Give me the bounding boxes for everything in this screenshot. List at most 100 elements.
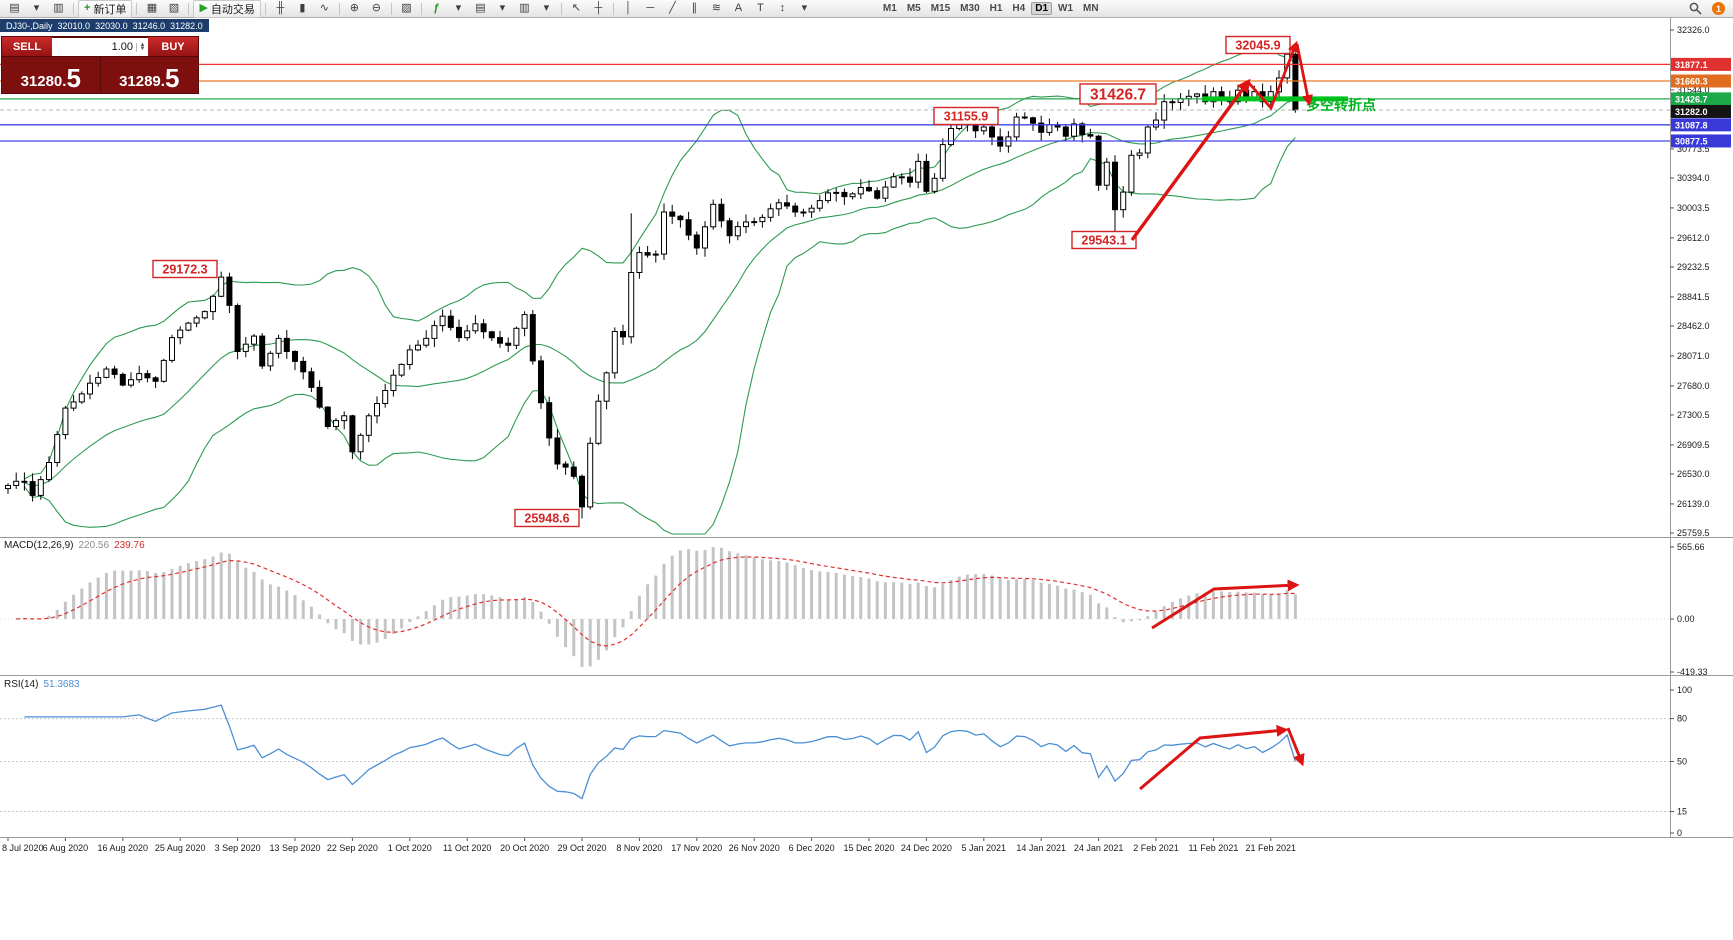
text-icon[interactable]: A [734,2,743,14]
zoom-in-icon[interactable]: ⊕ [349,2,360,14]
buy-button[interactable]: BUY [148,37,198,56]
svg-text:30003.5: 30003.5 [1677,203,1710,213]
sell-price-pip: 5 [66,62,81,93]
macd-signal-value: 239.76 [114,540,145,551]
ohlc-open: 32010.0 [57,20,91,31]
notification-badge[interactable]: 1 [1712,2,1725,15]
price-label-boxes[interactable]: 29172.3 25948.6 31155.9 31426.7 29543.1 32045… [152,35,1291,528]
timeframe-mn[interactable]: MN [1083,3,1099,14]
svg-text:565.66: 565.66 [1677,542,1705,552]
horizontal-line-icon[interactable]: ─ [646,2,655,14]
timeframe-d1[interactable]: D1 [1031,2,1053,15]
timeframe-h4[interactable]: H4 [1012,3,1026,14]
indicators-icon[interactable]: ƒ [433,2,440,14]
timeframe-m1[interactable]: M1 [882,3,897,14]
svg-text:24 Jan 2021: 24 Jan 2021 [1074,843,1124,853]
candlestick-chart-icon[interactable]: ▮ [299,2,306,14]
chart-title: DJ30-,Daily 32010.0 32030.0 31246.0 3128… [0,19,209,32]
rsi-value: 51.3683 [43,679,80,690]
bollinger-bands [23,47,1296,535]
svg-text:31660.3: 31660.3 [1675,76,1708,86]
templates-dropdown-icon[interactable]: ▾ [543,2,550,14]
macd-name: MACD(12,26,9) [4,540,74,551]
svg-text:27300.5: 27300.5 [1677,410,1710,420]
svg-text:0.00: 0.00 [1677,614,1695,624]
support-resistance-lines[interactable] [0,63,1670,142]
rsi-drop-arrow [1286,727,1305,767]
svg-text:15 Dec 2020: 15 Dec 2020 [843,843,894,853]
rsi-panel [0,704,1670,812]
line-chart-icon[interactable]: ∿ [319,2,330,14]
toolbar-separator [338,2,340,15]
timeframe-group: M1 M5 M15 M30 H1 H4 D1 W1 MN [879,2,1103,15]
toolbar-separator [188,2,190,15]
volume-increase-icon[interactable]: ▲ [139,41,146,48]
price-tags: 31877.1 31660.3 31426.7 31087.8 30877.5 31282… [1671,57,1731,148]
text-label-icon[interactable]: T [757,2,764,14]
volume-value[interactable]: 1.00 [111,41,133,53]
svg-text:29232.5: 29232.5 [1677,262,1710,272]
ohlc-low: 31246.0 [132,20,166,31]
svg-text:13 Sep 2020: 13 Sep 2020 [269,843,320,853]
price-divider [99,57,101,93]
svg-text:8 Nov 2020: 8 Nov 2020 [616,843,662,853]
svg-text:80: 80 [1677,714,1687,724]
svg-text:11 Feb 2021: 11 Feb 2021 [1188,843,1238,853]
fibonacci-icon[interactable]: ≋ [711,2,722,14]
svg-text:17 Nov 2020: 17 Nov 2020 [671,843,722,853]
timeframe-w1[interactable]: W1 [1058,3,1074,14]
tile-windows-icon[interactable]: ▨ [401,2,412,14]
volume-decrease-icon[interactable]: ▼ [139,46,146,52]
toolbar-separator [136,2,138,15]
symbol-period-label: DJ30-,Daily [6,20,53,31]
zoom-out-icon[interactable]: ⊖ [371,2,382,14]
new-order-button[interactable]: + 新订单 [78,0,133,18]
svg-text:3 Sep 2020: 3 Sep 2020 [215,843,261,853]
timeframe-m30[interactable]: M30 [960,3,980,14]
svg-text:25759.5: 25759.5 [1677,528,1710,538]
timeframe-m5[interactable]: M5 [906,3,921,14]
timeframe-m15[interactable]: M15 [930,3,951,14]
indicators-dropdown-icon[interactable]: ▾ [455,2,462,14]
price-axis: 32326.0 31544.0 30773.5 30394.0 30003.5 29612… [1670,25,1710,538]
volume-input[interactable]: 1.00 ▲ ▼ [52,37,148,56]
svg-text:6 Aug 2020: 6 Aug 2020 [43,843,89,853]
svg-text:31877.1: 31877.1 [1675,60,1708,70]
macd-panel [0,547,1670,667]
navigator-icon[interactable]: ▧ [168,2,180,14]
sell-price-main: 31280. [20,73,67,90]
macd-main-value: 220.56 [78,540,110,551]
new-chart-dropdown-icon[interactable]: ▾ [33,2,40,14]
search-icon[interactable] [1685,1,1706,17]
ohlc-close: 31282.0 [170,20,203,31]
periods-dropdown-icon[interactable]: ▾ [499,2,506,14]
buy-price-main: 31289. [119,73,165,90]
svg-text:30773.5: 30773.5 [1677,144,1710,154]
svg-text:29612.0: 29612.0 [1677,233,1710,243]
market-watch-icon[interactable]: ▦ [146,2,158,14]
crosshair-icon[interactable]: ┼ [594,2,603,14]
auto-trading-button[interactable]: ▶ 自动交易 [193,0,261,18]
toolbar-separator [612,2,614,15]
cursor-icon[interactable]: ↖ [571,2,582,14]
trendline-icon[interactable]: ╱ [669,2,676,14]
periods-icon[interactable]: ▤ [475,2,486,14]
svg-text:14 Jan 2021: 14 Jan 2021 [1016,843,1066,853]
templates-icon[interactable]: ▥ [519,2,530,14]
new-chart-icon[interactable]: ▤ [9,2,20,14]
sell-price[interactable]: 31280. 5 [2,57,100,93]
annotation-arrows[interactable] [1130,40,1313,791]
arrows-tool-icon[interactable]: ↕ [779,2,786,14]
macd-label: MACD(12,26,9) 220.56 239.76 [4,540,145,551]
vertical-line-icon[interactable]: │ [624,2,632,14]
timeframe-h1[interactable]: H1 [989,3,1003,14]
macd-arrow [1151,579,1300,630]
svg-text:-419.33: -419.33 [1677,667,1708,677]
profiles-icon[interactable]: ▥ [53,2,64,14]
bar-chart-icon[interactable]: ╫ [276,2,285,14]
buy-price[interactable]: 31289. 5 [101,57,199,93]
arrows-dropdown-icon[interactable]: ▾ [801,2,808,14]
channel-icon[interactable]: ∥ [691,2,698,14]
sell-button[interactable]: SELL [2,37,52,56]
